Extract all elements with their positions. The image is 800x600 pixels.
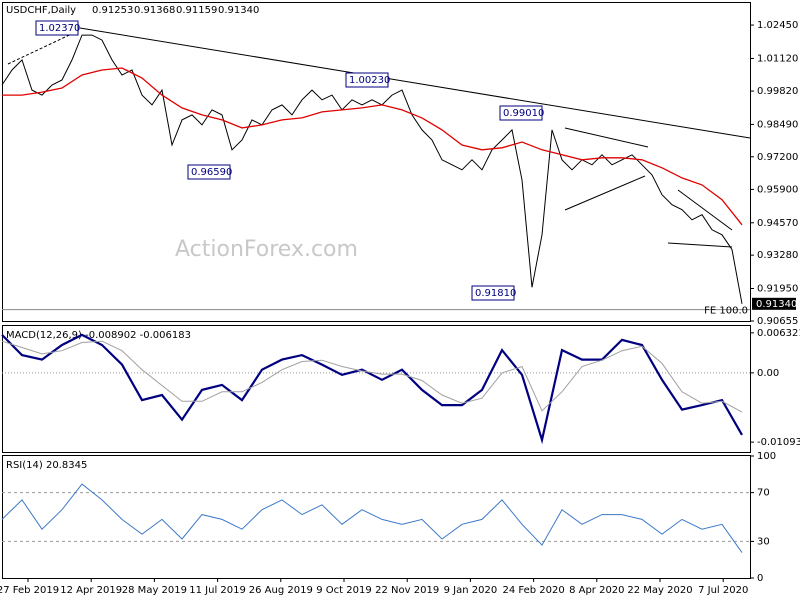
price-tag: 0.91340 [756, 299, 797, 310]
price-panel [2, 2, 751, 322]
x-tick-label: 27 Feb 2019 [0, 585, 59, 596]
series-line [1, 483, 743, 553]
y-tick-label: 0.97200 [757, 152, 798, 163]
x-tick-label: 26 Aug 2019 [249, 585, 313, 596]
series-line [2, 67, 743, 226]
trend-line [564, 127, 649, 148]
series-line [1, 34, 743, 304]
annotation-box [345, 72, 389, 88]
panel-title: RSI(14) 20.8345 [6, 460, 87, 471]
y-tick-label: 0.006321 [757, 328, 800, 339]
rsi-panel [2, 455, 751, 579]
y-tick-label: 0.95900 [757, 184, 798, 195]
trend-line [677, 189, 733, 231]
panel-title: MACD(12,26,9) -0.008902 -0.006183 [6, 330, 191, 341]
series-line [1, 340, 743, 413]
annotation: 0.91810 [475, 288, 516, 299]
y-tick-label: 0.93280 [757, 250, 798, 261]
x-tick-label: 11 Jul 2019 [189, 585, 246, 596]
trend-line [564, 175, 646, 211]
annotation: 1.02370 [39, 23, 80, 34]
trend-line [7, 29, 81, 65]
x-tick-label: 24 Feb 2020 [502, 585, 564, 596]
x-tick-label: 12 Apr 2019 [60, 585, 122, 596]
annotation-box [499, 105, 543, 121]
x-tick-label: 22 May 2020 [627, 585, 692, 596]
y-tick-label: 0.94570 [757, 218, 798, 229]
x-tick-label: 7 Jul 2020 [698, 585, 748, 596]
macd-panel [2, 325, 751, 453]
y-tick-label: 0.98490 [757, 119, 798, 130]
ohlc-value: 0.91368 [134, 5, 175, 16]
x-tick-label: 9 Oct 2019 [316, 585, 371, 596]
y-tick-label: 0 [757, 573, 763, 584]
x-tick-label: 28 May 2019 [122, 585, 187, 596]
y-tick-label: -0.010939 [757, 437, 800, 448]
annotation-box [187, 164, 231, 180]
y-tick-label: 0.00 [757, 368, 779, 379]
series-line [1, 333, 743, 445]
annotation-box [471, 285, 515, 301]
fe-label: FE 100.0 [704, 306, 748, 317]
y-tick-label: 70 [757, 488, 770, 499]
y-tick-label: 1.02450 [757, 20, 798, 31]
y-tick-label: 0.99820 [757, 86, 798, 97]
y-tick-label: 0.90655 [757, 316, 798, 327]
x-tick-label: 22 Nov 2019 [375, 585, 439, 596]
annotation: 0.99010 [503, 108, 544, 119]
price-tag-box [752, 297, 796, 310]
chart-title: USDCHF,Daily [6, 5, 76, 16]
y-tick-label: 0.91950 [757, 284, 798, 295]
annotation: 0.96590 [191, 167, 232, 178]
ohlc-value: 0.91340 [218, 5, 259, 16]
trend-line [667, 242, 733, 248]
x-tick-label: 9 Jan 2020 [444, 585, 498, 596]
annotation-box [35, 20, 79, 36]
trend-line [79, 27, 751, 139]
annotation: 1.00230 [349, 75, 390, 86]
watermark: ActionForex.com [175, 237, 358, 262]
ohlc-value: 0.91253 [92, 5, 133, 16]
y-tick-label: 30 [757, 536, 770, 547]
y-tick-label: 1.01120 [757, 53, 798, 64]
ohlc-value: 0.91159 [176, 5, 217, 16]
x-tick-label: 8 Apr 2020 [569, 585, 624, 596]
y-tick-label: 100 [757, 451, 776, 462]
